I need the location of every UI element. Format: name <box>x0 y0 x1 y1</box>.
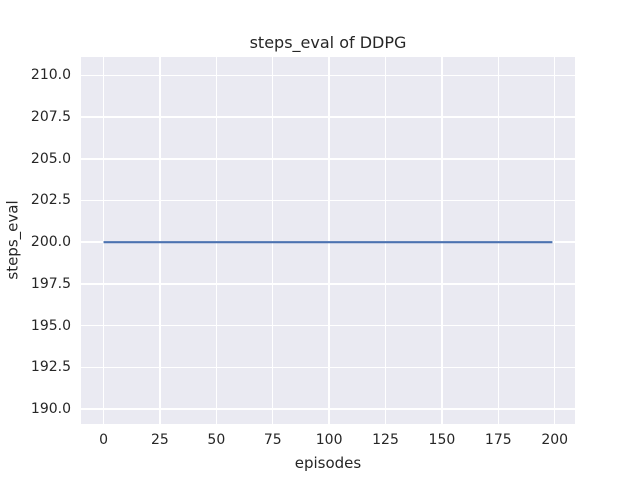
plot-area <box>81 57 575 424</box>
x-tick-label: 150 <box>428 432 456 448</box>
x-tick-label: 200 <box>541 432 569 448</box>
gridline-vertical <box>384 57 387 424</box>
y-tick-label: 210.0 <box>30 67 71 84</box>
x-tick-label: 75 <box>263 432 282 448</box>
gridline-vertical <box>271 57 274 424</box>
x-tick-label: 50 <box>207 432 226 448</box>
y-tick-label: 192.5 <box>30 359 71 376</box>
gridline-horizontal <box>81 366 575 369</box>
gridline-horizontal <box>81 283 575 285</box>
y-tick-label: 200.0 <box>30 234 71 251</box>
gridline-horizontal <box>81 158 575 160</box>
y-tick-label: 190.0 <box>30 400 71 417</box>
gridline-vertical <box>441 57 443 424</box>
y-tick-label: 207.5 <box>30 109 71 126</box>
gridline-vertical <box>215 57 218 424</box>
x-tick-label: 100 <box>315 432 343 448</box>
x-tick-label: 0 <box>99 432 108 448</box>
chart-title: steps_eval of DDPG <box>249 33 407 52</box>
gridline-vertical <box>328 57 330 424</box>
y-tick-label: 202.5 <box>30 192 71 209</box>
gridline-horizontal <box>81 324 575 327</box>
x-tick-label: 125 <box>372 432 399 448</box>
gridline-horizontal <box>81 408 575 410</box>
gridline-horizontal <box>81 199 575 202</box>
x-axis-label: episodes <box>294 454 362 472</box>
y-tick-label: 197.5 <box>30 275 71 292</box>
y-tick-label: 195.0 <box>30 317 71 334</box>
gridline-vertical <box>497 57 500 424</box>
gridline-vertical <box>553 57 556 424</box>
gridline-horizontal <box>81 241 575 243</box>
gridline-horizontal <box>81 116 575 118</box>
gridline-horizontal <box>81 74 575 77</box>
x-tick-label: 25 <box>151 432 169 448</box>
gridline-vertical <box>102 57 105 424</box>
x-tick-label: 175 <box>484 432 512 448</box>
y-tick-label: 205.0 <box>30 150 71 167</box>
gridline-vertical <box>159 57 161 424</box>
